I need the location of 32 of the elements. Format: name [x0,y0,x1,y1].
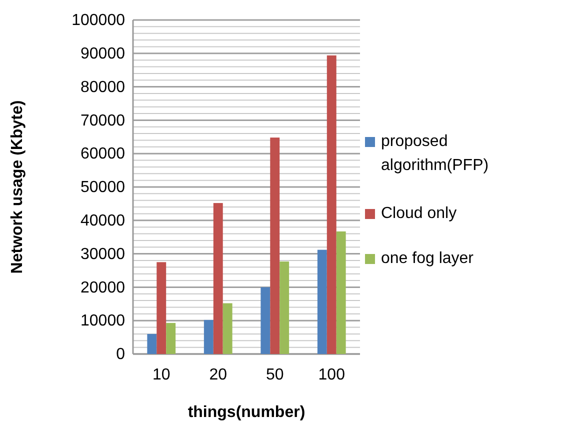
bar [156,262,166,354]
y-tick-label: 0 [116,346,126,364]
bar [317,250,327,354]
y-tick-label: 90000 [80,46,126,63]
y-tick-label: 50000 [80,179,126,196]
y-tick-label: 60000 [80,146,126,163]
y-tick-label: 20000 [80,279,126,296]
bar [204,320,214,354]
y-tick-label: 30000 [80,246,126,263]
x-tick-label: 20 [209,366,228,384]
x-tick-label: 10 [152,366,170,384]
bar [213,203,223,354]
y-tick-label: 40000 [80,212,126,230]
x-axis-title: things(number) [188,404,306,421]
y-tick-label: 10000 [80,312,126,330]
bar [326,55,336,354]
x-tick-label: 50 [266,366,284,384]
bar [280,261,290,354]
y-axis-title: Network usage (Kbyte) [9,100,26,274]
y-tick-label: 100000 [72,12,126,30]
bar [222,303,232,354]
x-tick-label: 100 [318,366,346,384]
legend-label: one fog layer [381,250,474,267]
y-tick-label: 70000 [80,112,126,130]
y-tick-label: 80000 [80,78,126,96]
legend-label: proposed algorithm(PFP) [381,133,489,174]
bar [270,138,280,354]
bar [147,334,157,354]
legend-label: Cloud only [381,205,457,222]
bar [336,231,346,354]
bar [260,287,270,354]
bar [166,322,176,354]
